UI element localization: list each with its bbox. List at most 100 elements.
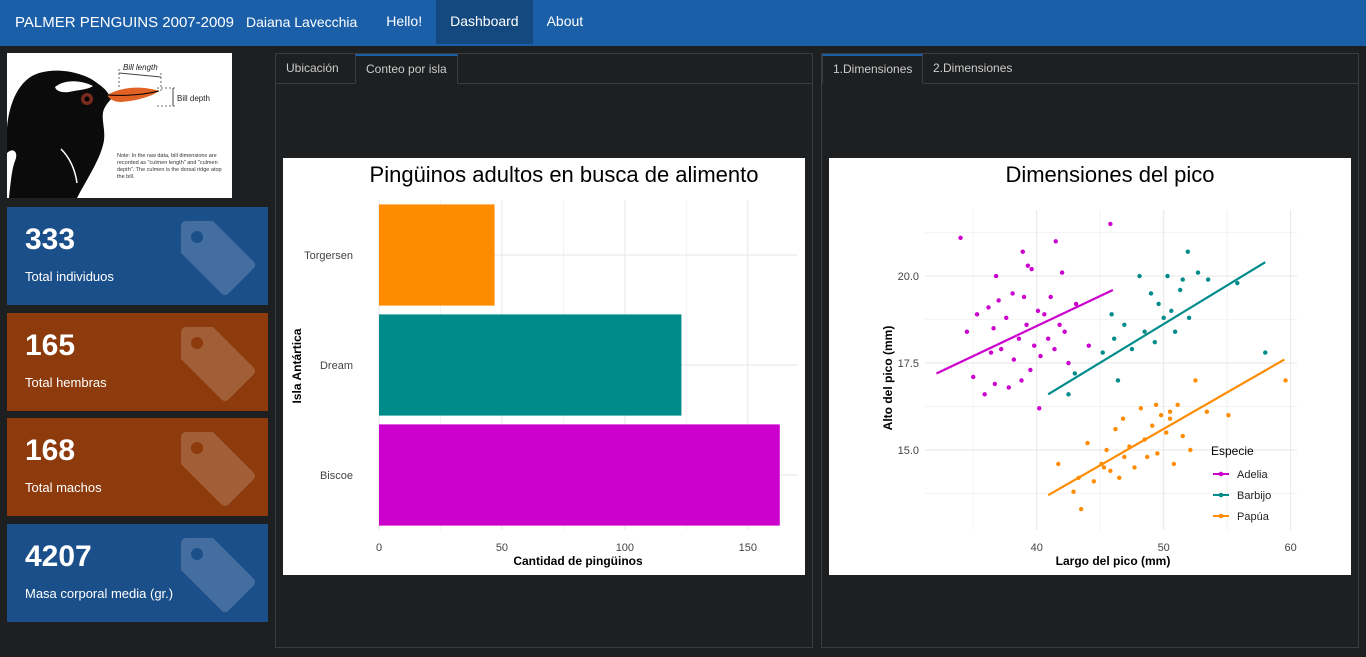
tag-icon: [181, 538, 255, 612]
scatter-point-adelia: [1038, 353, 1043, 359]
scatter-x-axis-label: Largo del pico (mm): [1056, 554, 1171, 568]
stat-box-mass: 4207 Masa corporal media (gr.): [7, 524, 268, 622]
scatter-point-adelia: [986, 305, 991, 310]
scatter-y-tick-label: 20.0: [898, 271, 919, 283]
scatter-point-adelia: [991, 326, 996, 331]
stat-value: 333: [25, 223, 76, 256]
scatter-point-adelia: [1029, 266, 1034, 272]
scatter-point-adelia: [1021, 294, 1027, 300]
scatter-point-papúa: [1104, 447, 1109, 453]
penguin-head-image: Bill length Bill depth Note: In the raw …: [7, 63, 222, 198]
scatter-point-papúa: [1127, 444, 1132, 449]
scatter-point-barbijo: [1263, 350, 1268, 355]
scatter-point-barbijo: [1165, 273, 1170, 279]
stat-value: 4207: [25, 540, 92, 573]
stat-box-males: 168 Total machos: [7, 418, 268, 516]
bar-x-tick-label: 50: [496, 542, 508, 554]
scatter-point-adelia: [1020, 249, 1025, 254]
scatter-point-adelia: [1024, 322, 1029, 327]
nav-dashboard[interactable]: Dashboard: [436, 0, 533, 44]
scatter-point-adelia: [992, 381, 998, 387]
scatter-point-papúa: [1283, 378, 1288, 383]
bar-y-tick-label: Torgersen: [304, 250, 353, 262]
fit-line-barbijo: [1047, 261, 1266, 396]
scatter-point-barbijo: [1186, 315, 1192, 321]
nav-hello[interactable]: Hello!: [386, 13, 423, 29]
fit-line-adelia: [935, 289, 1114, 375]
scatter-point-papúa: [1150, 423, 1155, 428]
scatter-point-adelia: [1028, 367, 1033, 373]
scatter-point-papúa: [1138, 406, 1144, 411]
scatter-point-papúa: [1155, 451, 1160, 456]
scatter-y-tick-label: 17.5: [898, 358, 919, 370]
scatter-point-barbijo: [1177, 287, 1183, 293]
scatter-point-papúa: [1175, 402, 1180, 407]
scatter-point-barbijo: [1205, 277, 1211, 282]
scatter-point-papúa: [1188, 447, 1193, 453]
tab-dimensiones-2[interactable]: 2.Dimensiones: [933, 61, 1013, 75]
scatter-point-papúa: [1108, 468, 1113, 474]
bill-dimensions-panel: 1.Dimensiones 2.Dimensiones Dimensiones …: [821, 53, 1359, 648]
scatter-point-barbijo: [1148, 291, 1154, 296]
scatter-point-adelia: [988, 350, 994, 355]
scatter-point-papúa: [1085, 440, 1090, 446]
island-count-panel: Ubicación Conteo por isla Pingüinos adul…: [275, 53, 813, 648]
left-tabset: Ubicación Conteo por isla: [276, 54, 812, 84]
scatter-point-barbijo: [1100, 350, 1105, 355]
scatter-point-barbijo: [1185, 249, 1191, 254]
scatter-point-papúa: [1101, 465, 1107, 470]
scatter-point-adelia: [1010, 291, 1015, 296]
scatter-point-papúa: [1158, 413, 1164, 418]
bill-scatter-chart: Dimensiones del pico 40 50 6015.017.520.0 …: [881, 162, 1297, 568]
scatter-point-barbijo: [1066, 392, 1071, 397]
bar-chart-title: Pingüinos adultos en busca de alimento: [370, 162, 759, 187]
scatter-point-papúa: [1076, 475, 1081, 481]
scatter-point-adelia: [1011, 357, 1017, 362]
legend-entry: Papúa: [1237, 511, 1270, 523]
legend-title: Especie: [1211, 444, 1254, 458]
scatter-point-adelia: [964, 329, 970, 334]
tab-conteo-por-isla[interactable]: Conteo por isla: [355, 54, 458, 84]
scatter-point-papúa: [1113, 426, 1118, 432]
bar-y-tick-label: Dream: [320, 360, 353, 372]
app-title[interactable]: PALMER PENGUINS 2007-2009: [15, 13, 234, 31]
scatter-point-papúa: [1144, 454, 1150, 460]
scatter-point-barbijo: [1180, 277, 1185, 282]
navbar-border: [0, 44, 1366, 46]
penguin-bill-diagram: Bill length Bill depth Note: In the raw …: [7, 53, 232, 198]
scatter-point-barbijo: [1072, 371, 1078, 376]
stat-box-females: 165 Total hembras: [7, 313, 268, 411]
bar-x-tick-label: 150: [739, 542, 757, 554]
scatter-point-barbijo: [1156, 301, 1161, 307]
bar-x-tick-label: 100: [616, 542, 634, 554]
tab-dimensiones-1[interactable]: 1.Dimensiones: [822, 54, 924, 84]
scatter-point-barbijo: [1137, 273, 1142, 279]
bar-biscoe: [379, 424, 780, 526]
scatter-point-adelia: [1059, 270, 1065, 275]
scatter-point-papúa: [1091, 479, 1097, 484]
tab-ubicacion[interactable]: Ubicación: [286, 61, 339, 75]
scatter-point-barbijo: [1152, 339, 1158, 345]
stat-value: 165: [25, 329, 76, 362]
nav-about[interactable]: About: [546, 13, 584, 29]
stat-label: Masa corporal media (gr.): [25, 586, 174, 601]
bar-y-axis-label: Isla Antártica: [290, 328, 304, 403]
legend-entry: Barbijo: [1237, 490, 1271, 502]
bar-x-axis-label: Cantidad de pingüinos: [513, 554, 643, 568]
scatter-point-papúa: [1171, 461, 1177, 467]
scatter-point-adelia: [1042, 312, 1047, 317]
scatter-point-papúa: [1164, 430, 1169, 435]
legend-key-point: [1218, 513, 1224, 519]
scatter-point-barbijo: [1235, 280, 1240, 286]
scatter-point-barbijo: [1195, 270, 1201, 275]
bar-dream: [379, 314, 682, 416]
legend-key-point: [1218, 492, 1224, 498]
navbar: PALMER PENGUINS 2007-2009 Daiana Lavecch…: [0, 0, 1366, 44]
scatter-point-adelia: [1052, 346, 1057, 352]
bill-length-label: Bill length: [123, 63, 158, 72]
scatter-point-adelia: [1035, 308, 1041, 314]
scatter-x-tick-label: 40: [1031, 542, 1043, 554]
scatter-point-adelia: [998, 346, 1004, 352]
scatter-point-adelia: [1004, 315, 1009, 321]
stat-label: Total hembras: [25, 375, 107, 390]
